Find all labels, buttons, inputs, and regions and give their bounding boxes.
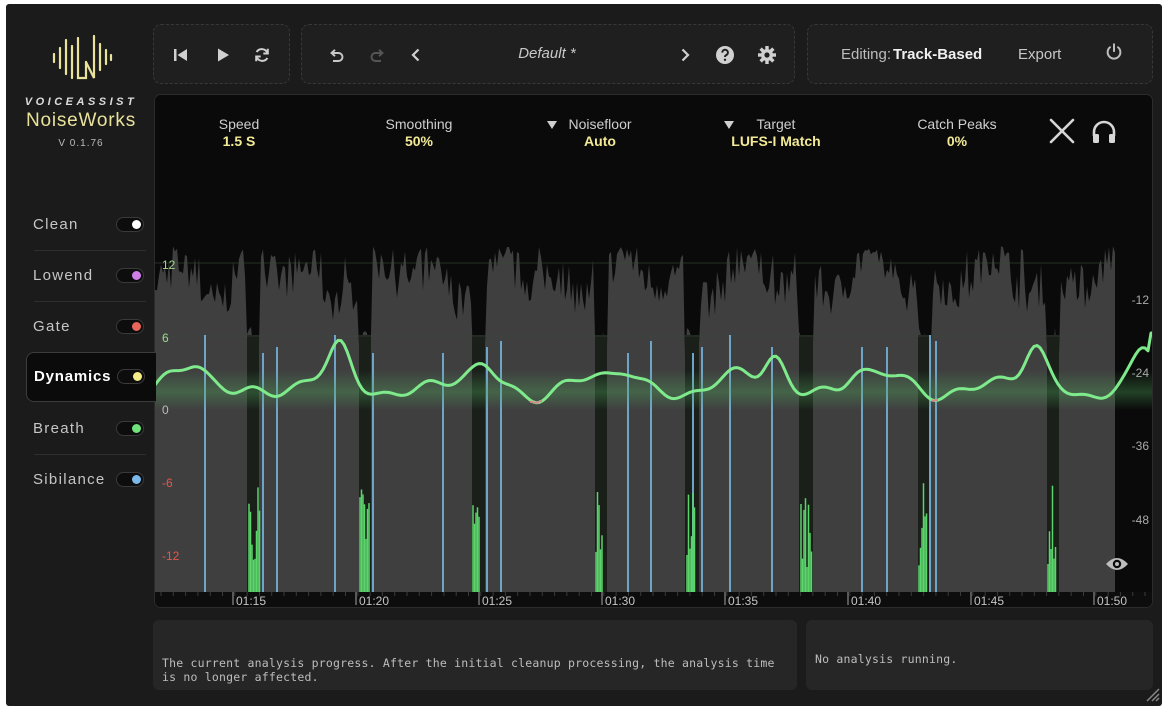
module-breath[interactable]: Breath <box>26 405 154 455</box>
analysis-status-text: No analysis running. <box>815 652 958 666</box>
db-axis-label: -48 <box>1131 513 1149 527</box>
time-label: 01:35 <box>728 594 759 608</box>
module-toggle[interactable] <box>116 217 144 232</box>
export-button[interactable]: Export <box>1018 46 1062 63</box>
module-clean[interactable]: Clean <box>26 201 154 251</box>
module-lowend[interactable]: Lowend <box>26 252 154 302</box>
time-label: 01:15 <box>236 594 267 608</box>
waveform-display[interactable] <box>155 95 1153 608</box>
module-toggle[interactable] <box>116 472 144 487</box>
headphones-icon[interactable] <box>1091 119 1117 145</box>
waveform-area <box>155 246 1115 592</box>
chevron-left-icon[interactable] <box>406 45 426 65</box>
module-toggle[interactable] <box>116 319 144 334</box>
module-dynamics[interactable]: Dynamics <box>26 352 156 402</box>
time-label: 01:40 <box>851 594 882 608</box>
chevron-right-icon[interactable] <box>675 45 695 65</box>
gain-reduction-curve <box>530 399 938 404</box>
skip-back-icon[interactable] <box>171 45 191 65</box>
breath-peaks <box>248 483 1057 592</box>
module-gate[interactable]: Gate <box>26 303 154 353</box>
param-label: Smoothing <box>385 116 453 132</box>
speed-param[interactable]: Speed 1.5 S <box>213 116 265 149</box>
dropdown-caret-icon <box>547 121 557 129</box>
analysis-info-text: The current analysis progress. After the… <box>162 656 775 684</box>
catch-peaks-param[interactable]: Catch Peaks 0% <box>911 116 1003 149</box>
redo-icon[interactable] <box>368 45 388 65</box>
transport-controls <box>153 24 290 84</box>
module-label: Clean <box>33 216 79 233</box>
param-value: Auto <box>584 133 616 149</box>
time-label: 01:50 <box>1097 594 1128 608</box>
analysis-progress-panel: The current analysis progress. After the… <box>153 620 797 690</box>
noisefloor-param[interactable]: Noisefloor Auto <box>547 116 639 149</box>
time-label: 01:45 <box>974 594 1005 608</box>
module-toggle[interactable] <box>116 421 144 436</box>
help-icon[interactable] <box>715 45 735 65</box>
brand-name: VOICEASSIST <box>24 96 138 108</box>
param-value: 0% <box>946 133 968 149</box>
module-label: Gate <box>33 318 71 335</box>
param-value: LUFS-I Match <box>731 133 821 149</box>
db-axis-label: -36 <box>1131 439 1149 453</box>
level-axis-label: 6 <box>162 331 169 345</box>
module-label: Breath <box>33 420 85 437</box>
level-axis-label: -6 <box>162 476 173 490</box>
param-label: Speed <box>218 116 260 132</box>
module-label: Lowend <box>33 267 94 284</box>
undo-icon[interactable] <box>326 45 346 65</box>
gear-icon[interactable] <box>757 45 777 65</box>
eye-icon[interactable] <box>1105 555 1129 573</box>
waveform <box>155 246 1115 592</box>
product-name: NoiseWorks <box>25 110 137 131</box>
close-icon[interactable] <box>1048 117 1076 145</box>
soundwave-logo-icon <box>52 34 113 80</box>
param-value: 50% <box>404 133 434 149</box>
smoothing-param[interactable]: Smoothing 50% <box>379 116 459 149</box>
param-value: 1.5 S <box>222 133 256 149</box>
loop-icon[interactable] <box>252 45 272 65</box>
module-toggle[interactable] <box>117 369 145 384</box>
time-label: 01:30 <box>605 594 636 608</box>
db-axis-label: -12 <box>1131 293 1149 307</box>
play-icon[interactable] <box>213 45 233 65</box>
level-axis-label: -12 <box>162 549 180 563</box>
dropdown-caret-icon <box>724 121 734 129</box>
editing-label: Editing: <box>841 46 892 63</box>
module-label: Dynamics <box>34 368 112 385</box>
timeline-ticks <box>160 592 1146 605</box>
gain-curve[interactable] <box>155 331 1153 405</box>
param-label: Noisefloor <box>568 116 632 132</box>
db-axis-label: -24 <box>1131 366 1149 380</box>
param-label: Target <box>756 116 796 132</box>
preset-name[interactable]: Default * <box>518 45 576 62</box>
editing-mode-selector[interactable]: Track-Based <box>893 46 983 63</box>
plugin-window: VOICEASSIST NoiseWorks V 0.1.76 Default … <box>6 4 1162 706</box>
level-axis-label: 12 <box>162 258 176 272</box>
target-param[interactable]: Target LUFS-I Match <box>724 116 823 149</box>
module-sibilance[interactable]: Sibilance <box>26 456 154 506</box>
power-icon[interactable] <box>1104 42 1126 64</box>
dynamics-panel: Speed 1.5 S Smoothing 50% Noisefloor Aut… <box>154 94 1153 608</box>
preset-bar: Default * <box>301 24 795 84</box>
time-label: 01:25 <box>482 594 513 608</box>
module-label: Sibilance <box>33 471 106 488</box>
resize-grip-icon[interactable] <box>1142 684 1160 702</box>
param-label: Catch Peaks <box>917 116 997 132</box>
editing-bar: Editing: Track-Based Export <box>807 24 1153 84</box>
version-label: V 0.1.76 <box>58 138 104 149</box>
level-axis-label: 0 <box>162 403 169 417</box>
module-toggle[interactable] <box>116 268 144 283</box>
analysis-status-panel: No analysis running. <box>806 620 1153 690</box>
time-label: 01:20 <box>359 594 390 608</box>
